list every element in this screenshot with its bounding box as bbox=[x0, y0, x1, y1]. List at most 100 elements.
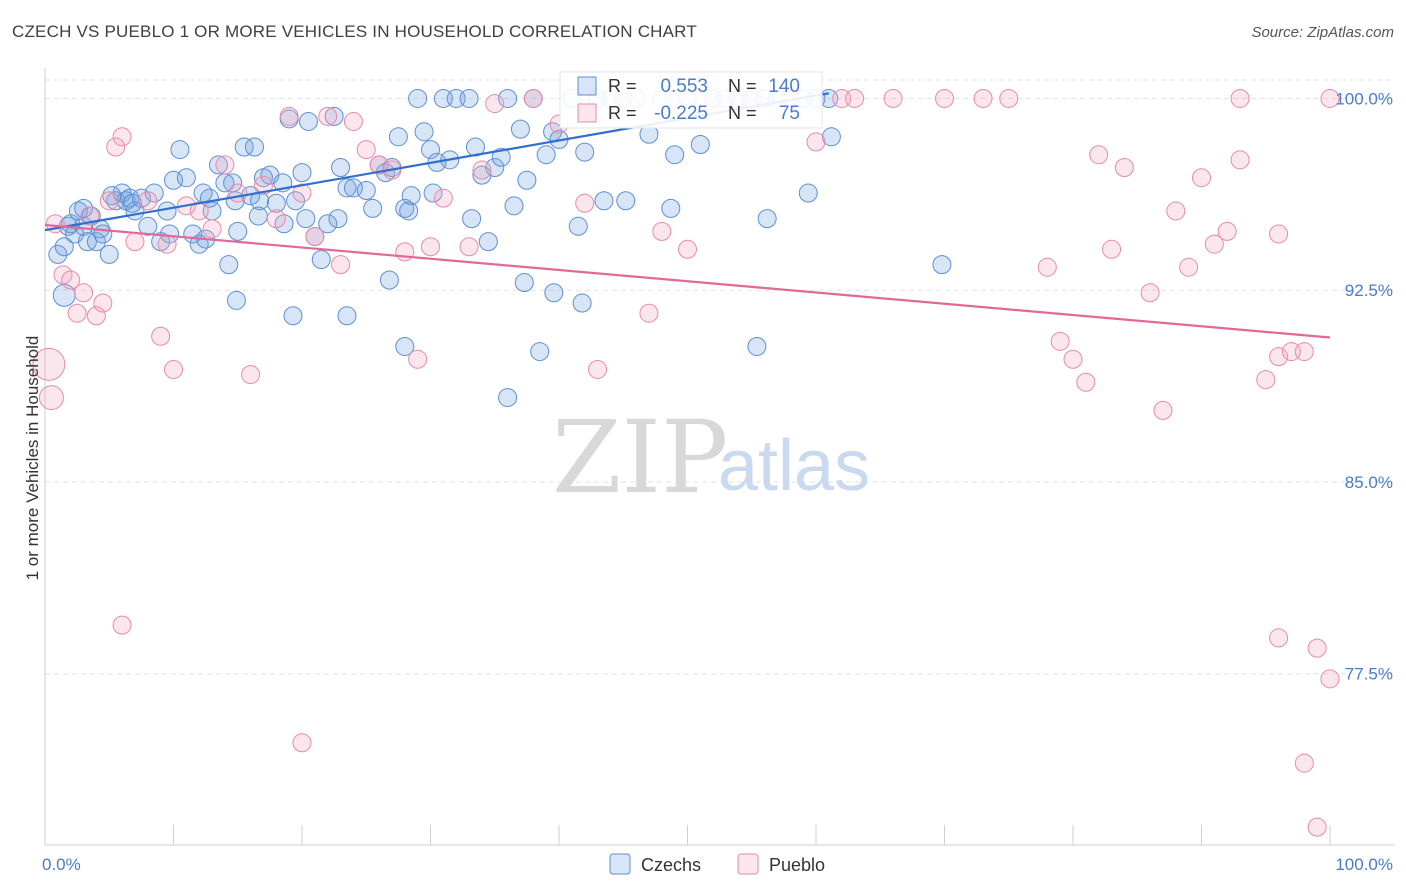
czechs-point bbox=[462, 209, 482, 229]
czechs-point bbox=[234, 137, 254, 157]
czechs-point bbox=[401, 186, 421, 206]
pueblo-point bbox=[1307, 817, 1327, 837]
czechs-point bbox=[324, 106, 344, 126]
czechs-point bbox=[395, 336, 415, 356]
pueblo-point bbox=[151, 326, 171, 346]
czechs-point bbox=[93, 224, 113, 244]
pueblo-point bbox=[138, 191, 158, 211]
pueblo-point bbox=[1230, 150, 1250, 170]
legend-label-pueblo: Pueblo bbox=[769, 855, 825, 875]
pueblo-point bbox=[639, 303, 659, 323]
czechs-point bbox=[459, 88, 479, 108]
legend-swatch bbox=[609, 853, 631, 875]
pueblo-point bbox=[883, 88, 903, 108]
pueblo-point bbox=[38, 385, 64, 411]
pueblo-point bbox=[1256, 370, 1276, 390]
pueblo-point bbox=[292, 183, 312, 203]
czechs-point bbox=[68, 201, 88, 221]
czechs-point bbox=[544, 283, 564, 303]
watermark-atlas: atlas bbox=[718, 426, 870, 506]
y-tick-label: 92.5% bbox=[1345, 281, 1393, 300]
pueblo-point bbox=[1089, 145, 1109, 165]
pueblo-point bbox=[74, 283, 94, 303]
pueblo-point bbox=[1320, 669, 1340, 689]
legend: Czechs Pueblo bbox=[609, 853, 825, 875]
czechs-point bbox=[423, 183, 443, 203]
pueblo-point bbox=[1114, 157, 1134, 177]
czechs-point bbox=[414, 122, 434, 142]
czechs-point bbox=[572, 293, 592, 313]
czechs-point bbox=[328, 209, 348, 229]
czechs-point bbox=[266, 193, 286, 213]
legend-label-czechs: Czechs bbox=[641, 855, 701, 875]
pueblo-point bbox=[1269, 628, 1289, 648]
pueblo-point bbox=[575, 193, 595, 213]
pueblo-point bbox=[106, 137, 126, 157]
r-value: -0.225 bbox=[654, 103, 708, 124]
legend-swatch bbox=[737, 853, 759, 875]
czechs-point bbox=[228, 221, 248, 241]
pueblo-point bbox=[32, 347, 66, 381]
pueblo-point bbox=[1294, 342, 1314, 362]
czechs-point bbox=[363, 198, 383, 218]
czechs-point bbox=[575, 142, 595, 162]
pueblo-point bbox=[485, 94, 505, 114]
y-axis-title: 1 or more Vehicles in Household bbox=[23, 336, 42, 581]
czechs-point bbox=[478, 232, 498, 252]
czechs-point bbox=[757, 209, 777, 229]
czechs-point bbox=[517, 170, 537, 190]
pueblo-point bbox=[806, 132, 826, 152]
watermark: ZIP atlas bbox=[552, 399, 870, 516]
czechs-point bbox=[144, 183, 164, 203]
czechs-point bbox=[661, 198, 681, 218]
pueblo-point bbox=[421, 237, 440, 257]
czechs-point bbox=[219, 255, 239, 275]
czechs-point bbox=[176, 168, 196, 188]
pueblo-point bbox=[1166, 201, 1186, 221]
pueblo-point bbox=[241, 365, 261, 385]
czechs-point bbox=[86, 232, 106, 252]
czechs-point bbox=[665, 145, 685, 165]
czechs-point bbox=[298, 111, 318, 131]
czechs-point bbox=[102, 186, 122, 206]
czechs-point bbox=[296, 209, 316, 229]
czechs-point bbox=[331, 157, 351, 177]
pueblo-point bbox=[61, 270, 81, 290]
czechs-point bbox=[498, 388, 518, 408]
czechs-point bbox=[337, 306, 357, 326]
czechs-point bbox=[106, 191, 126, 211]
x-tick-labels: 0.0% 100.0% bbox=[42, 855, 1393, 874]
pueblo-point bbox=[1230, 88, 1250, 108]
czechs-point bbox=[932, 255, 952, 275]
pueblo-point bbox=[1037, 257, 1057, 277]
czechs-point bbox=[318, 214, 338, 234]
czechs-point bbox=[99, 244, 119, 264]
czechs-point bbox=[283, 306, 303, 326]
czechs-point bbox=[54, 237, 74, 257]
data-points bbox=[32, 88, 1340, 837]
czechs-point bbox=[138, 216, 158, 236]
czechs-point bbox=[616, 191, 636, 211]
pueblo-point bbox=[112, 127, 132, 147]
r-value: 0.553 bbox=[660, 76, 708, 97]
czechs-point bbox=[48, 244, 68, 264]
n-value: 140 bbox=[768, 76, 800, 97]
pueblo-point bbox=[215, 155, 235, 175]
pueblo-point bbox=[318, 106, 338, 126]
pueblo-point bbox=[343, 111, 363, 131]
pueblo-point bbox=[1204, 234, 1224, 254]
pueblo-point bbox=[292, 733, 312, 753]
pueblo-point bbox=[369, 155, 389, 175]
pueblo-point bbox=[356, 140, 376, 160]
r-label: R = bbox=[608, 103, 637, 123]
czechs-swatch bbox=[577, 76, 597, 96]
czechs-point bbox=[208, 155, 228, 175]
czechs-point bbox=[690, 134, 710, 154]
pueblo-point bbox=[1179, 257, 1199, 277]
pueblo-point bbox=[253, 175, 273, 195]
pueblo-point bbox=[999, 88, 1019, 108]
pueblo-point bbox=[331, 255, 351, 275]
pueblo-point bbox=[472, 160, 492, 180]
x-tick-label-max: 100.0% bbox=[1335, 855, 1393, 874]
